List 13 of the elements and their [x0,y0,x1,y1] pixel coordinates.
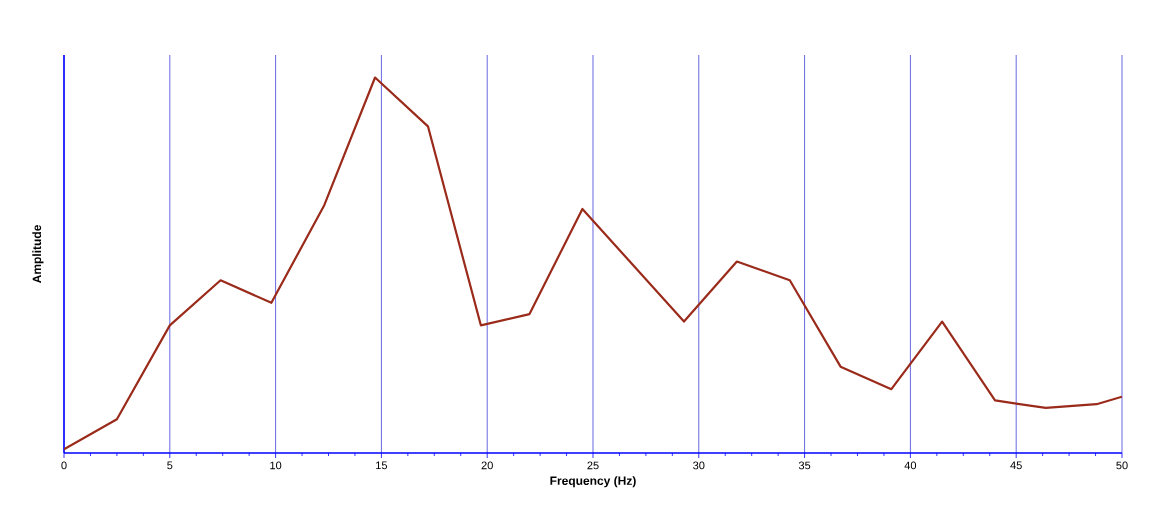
x-tick-label: 50 [1116,461,1128,470]
x-tick-label: 25 [587,461,599,470]
y-axis-title: Amplitude [32,225,44,284]
x-tick-label: 30 [693,461,705,470]
x-tick-label: 45 [1010,461,1022,470]
x-axis-title: Frequency (Hz) [550,476,636,488]
x-tick-label: 20 [481,461,493,470]
x-tick-label: 10 [270,461,282,470]
x-tick-label: 15 [376,461,388,470]
x-tick-label: 0 [61,461,67,470]
x-tick-label: 40 [904,461,917,470]
x-tick-label: 35 [798,461,811,470]
x-tick-label: 5 [167,461,173,470]
